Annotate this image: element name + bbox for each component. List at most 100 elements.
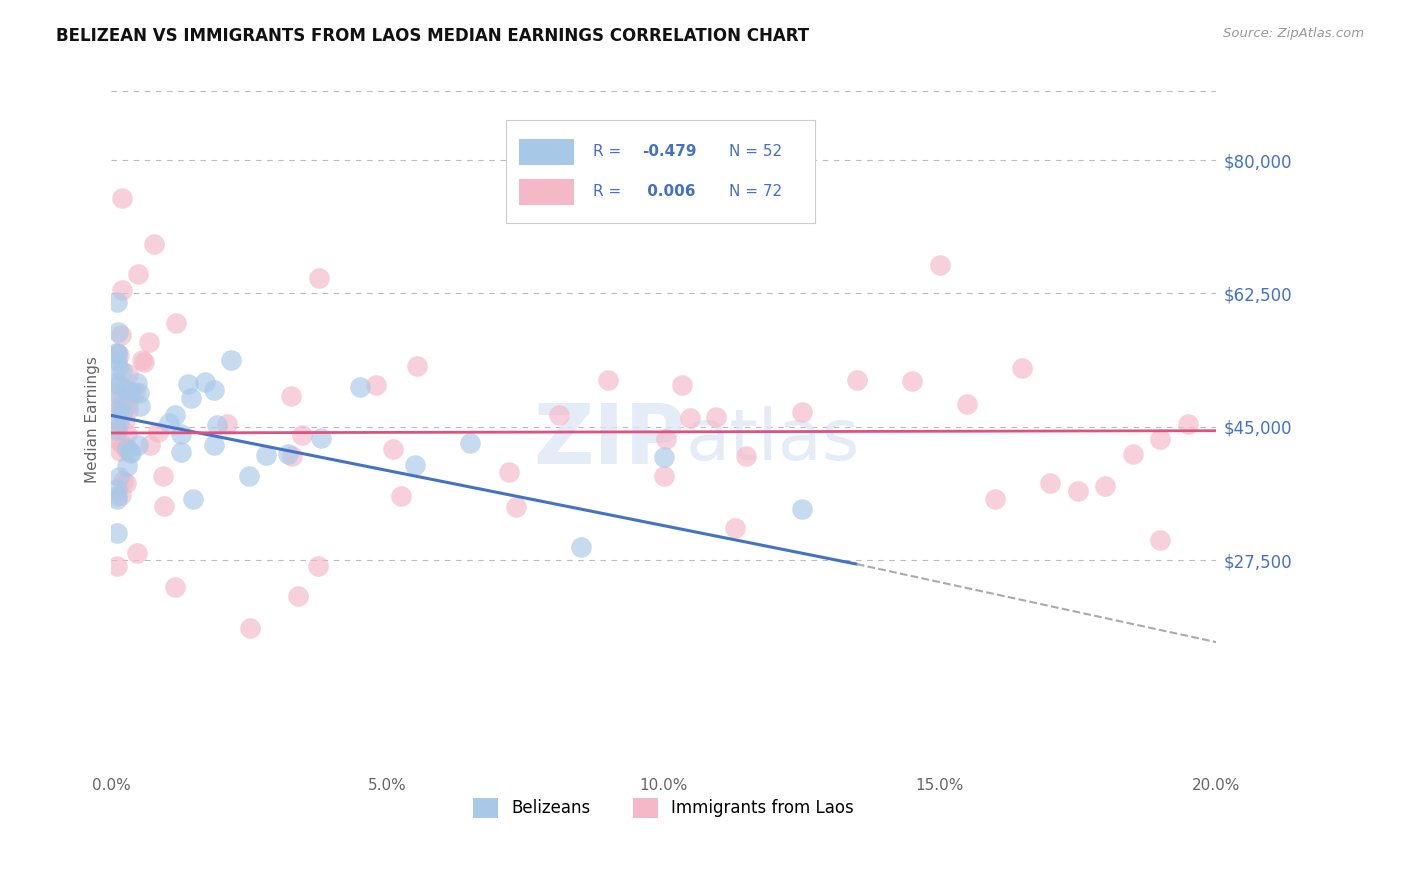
Point [105, 423, 128, 437]
Point [110, 328, 132, 343]
Point [165, 580, 187, 594]
Point [107, 325, 129, 339]
Point [117, 367, 139, 381]
Text: N = 52: N = 52 [728, 145, 782, 159]
Point [105, 489, 128, 503]
Point [181, 492, 204, 507]
Point [238, 469, 260, 483]
Point [548, 409, 571, 423]
Point [143, 236, 166, 251]
Point [309, 431, 332, 445]
Point [115, 441, 138, 455]
Point [132, 355, 155, 369]
Point [115, 458, 138, 473]
Point [105, 345, 128, 359]
Point [124, 385, 146, 400]
Point [108, 348, 131, 362]
Point [105, 432, 128, 446]
Point [111, 283, 134, 297]
Point [157, 416, 180, 430]
Point [139, 438, 162, 452]
Point [901, 375, 924, 389]
Point [107, 361, 129, 376]
Point [152, 469, 174, 483]
Point [458, 436, 481, 450]
Point [146, 425, 169, 439]
Point [498, 465, 520, 479]
Point [307, 559, 329, 574]
Point [1122, 447, 1144, 461]
Text: BELIZEAN VS IMMIGRANTS FROM LAOS MEDIAN EARNINGS CORRELATION CHART: BELIZEAN VS IMMIGRANTS FROM LAOS MEDIAN … [56, 27, 810, 45]
Point [655, 432, 678, 446]
Point [108, 392, 131, 406]
Point [114, 475, 136, 490]
Point [202, 383, 225, 397]
Point [349, 380, 371, 394]
Point [704, 409, 727, 424]
Point [671, 378, 693, 392]
Point [108, 403, 131, 417]
Point [105, 345, 128, 359]
Point [105, 353, 128, 368]
Point [111, 363, 134, 377]
Point [165, 316, 187, 330]
Point [652, 450, 675, 464]
Point [652, 469, 675, 483]
Point [205, 417, 228, 432]
Text: atlas: atlas [686, 406, 860, 475]
Point [105, 492, 128, 507]
Text: R =: R = [593, 185, 626, 199]
Point [117, 426, 139, 441]
Point [193, 375, 215, 389]
Point [956, 397, 979, 411]
Point [845, 373, 868, 387]
Point [111, 406, 134, 420]
Point [180, 391, 202, 405]
Point [598, 373, 620, 387]
Point [110, 488, 132, 502]
Point [406, 359, 429, 374]
Point [105, 559, 128, 574]
Point [984, 491, 1007, 506]
Point [1094, 479, 1116, 493]
Point [153, 500, 176, 514]
Point [291, 428, 314, 442]
Point [170, 427, 193, 442]
Point [928, 258, 950, 272]
Point [735, 449, 758, 463]
Point [105, 386, 128, 401]
Point [108, 378, 131, 392]
Point [127, 438, 149, 452]
Point [120, 384, 142, 399]
Point [1149, 432, 1171, 446]
Point [105, 409, 128, 424]
Point [120, 387, 142, 401]
Legend: Belizeans, Immigrants from Laos: Belizeans, Immigrants from Laos [467, 791, 860, 825]
Y-axis label: Median Earnings: Median Earnings [86, 356, 100, 483]
Point [105, 376, 128, 391]
Point [221, 352, 243, 367]
Point [1011, 361, 1033, 376]
Point [281, 449, 304, 463]
Bar [519, 139, 574, 164]
Point [108, 415, 131, 429]
Point [108, 470, 131, 484]
Point [679, 411, 702, 425]
Point [277, 447, 299, 461]
Text: N = 72: N = 72 [728, 185, 782, 199]
Point [111, 191, 134, 205]
Text: 0.006: 0.006 [643, 185, 696, 199]
Point [110, 436, 132, 450]
Point [112, 475, 135, 489]
Point [125, 376, 148, 390]
Point [215, 417, 238, 431]
Point [1177, 417, 1199, 432]
Point [108, 443, 131, 458]
Text: Source: ZipAtlas.com: Source: ZipAtlas.com [1223, 27, 1364, 40]
Point [105, 525, 128, 540]
Point [177, 376, 200, 391]
Text: -0.479: -0.479 [643, 145, 697, 159]
Point [165, 408, 187, 422]
Bar [519, 179, 574, 204]
Point [1149, 533, 1171, 547]
